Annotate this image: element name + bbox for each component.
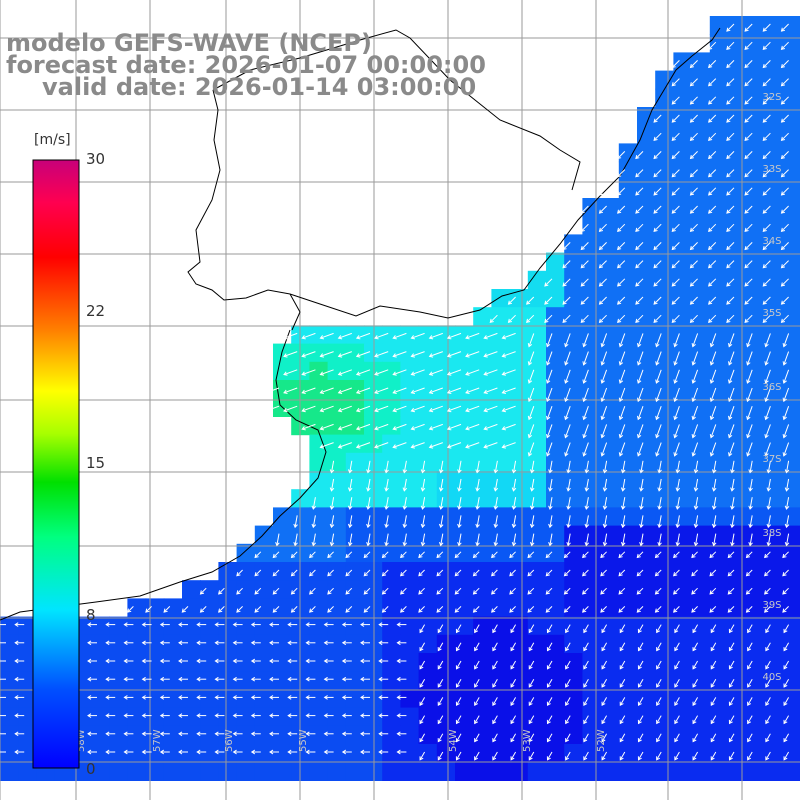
lat-label: 32S	[762, 92, 781, 103]
lon-label: 55W	[298, 729, 309, 752]
lat-label: 36S	[762, 382, 781, 393]
lon-label: 53W	[522, 729, 533, 752]
lon-label: 52W	[596, 729, 607, 752]
coastline	[0, 27, 721, 621]
lon-label: 54W	[448, 729, 459, 752]
lat-label: 37S	[762, 454, 781, 465]
colorbar-tick-8: 8	[86, 606, 96, 624]
lat-label: 35S	[762, 308, 781, 319]
wind-speed-cells	[0, 16, 800, 781]
colorbar-tick-0: 0	[86, 760, 96, 778]
coastline-north	[187, 27, 721, 319]
lat-label: 34S	[762, 236, 781, 247]
forecast-date: forecast date: 2026-01-07 00:00:00	[6, 51, 486, 79]
coastline-inland	[212, 29, 581, 191]
lat-label: 40S	[762, 672, 781, 683]
colorbar-tick-22: 22	[86, 302, 106, 320]
model-title: modelo GEFS-WAVE (NCEP)	[6, 29, 372, 57]
lon-label: 58W	[76, 729, 87, 752]
lat-label: 33S	[762, 164, 781, 175]
valid-date: valid date: 2026-01-14 03:00:00	[42, 73, 477, 101]
lat-label: 39S	[762, 600, 781, 611]
coastline-bay-edge	[289, 293, 301, 331]
grid-labels: 32S 33S 34S 35S 36S 37S 38S 39S 40S 58W 57W 56W 55W 5…	[76, 92, 782, 752]
lon-label: 56W	[224, 729, 235, 752]
coastline-rio-de-la-plata	[0, 329, 327, 621]
colorbar-tick-15: 15	[86, 454, 106, 472]
colorbar-unit: [m/s]	[34, 132, 71, 148]
lon-label: 57W	[152, 729, 163, 752]
lat-label: 38S	[762, 528, 781, 539]
colorbar-tick-30: 30	[86, 150, 106, 168]
